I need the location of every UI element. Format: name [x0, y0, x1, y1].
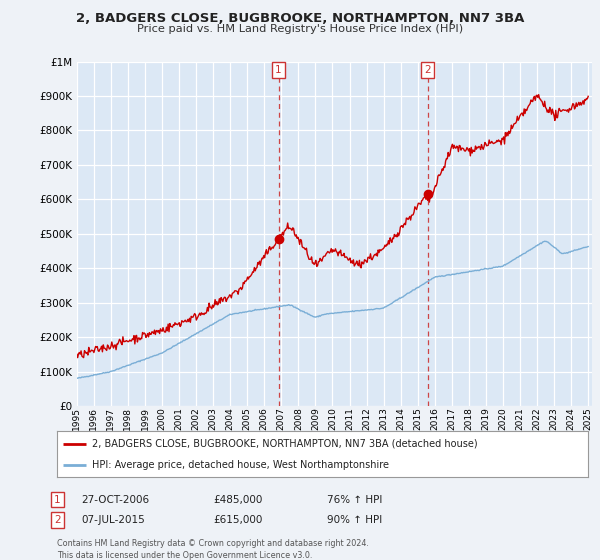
Text: Contains HM Land Registry data © Crown copyright and database right 2024.
This d: Contains HM Land Registry data © Crown c…: [57, 539, 369, 560]
Text: 27-OCT-2006: 27-OCT-2006: [81, 494, 149, 505]
Text: £615,000: £615,000: [213, 515, 262, 525]
Text: 1: 1: [275, 65, 282, 75]
Text: 2, BADGERS CLOSE, BUGBROOKE, NORTHAMPTON, NN7 3BA (detached house): 2, BADGERS CLOSE, BUGBROOKE, NORTHAMPTON…: [92, 438, 477, 449]
Text: 2: 2: [424, 65, 431, 75]
Text: 90% ↑ HPI: 90% ↑ HPI: [327, 515, 382, 525]
Text: 07-JUL-2015: 07-JUL-2015: [81, 515, 145, 525]
Text: 1: 1: [54, 494, 61, 505]
Text: 76% ↑ HPI: 76% ↑ HPI: [327, 494, 382, 505]
Text: HPI: Average price, detached house, West Northamptonshire: HPI: Average price, detached house, West…: [92, 460, 389, 470]
Text: £485,000: £485,000: [213, 494, 262, 505]
Text: Price paid vs. HM Land Registry's House Price Index (HPI): Price paid vs. HM Land Registry's House …: [137, 24, 463, 34]
Text: 2: 2: [54, 515, 61, 525]
Text: 2, BADGERS CLOSE, BUGBROOKE, NORTHAMPTON, NN7 3BA: 2, BADGERS CLOSE, BUGBROOKE, NORTHAMPTON…: [76, 12, 524, 25]
